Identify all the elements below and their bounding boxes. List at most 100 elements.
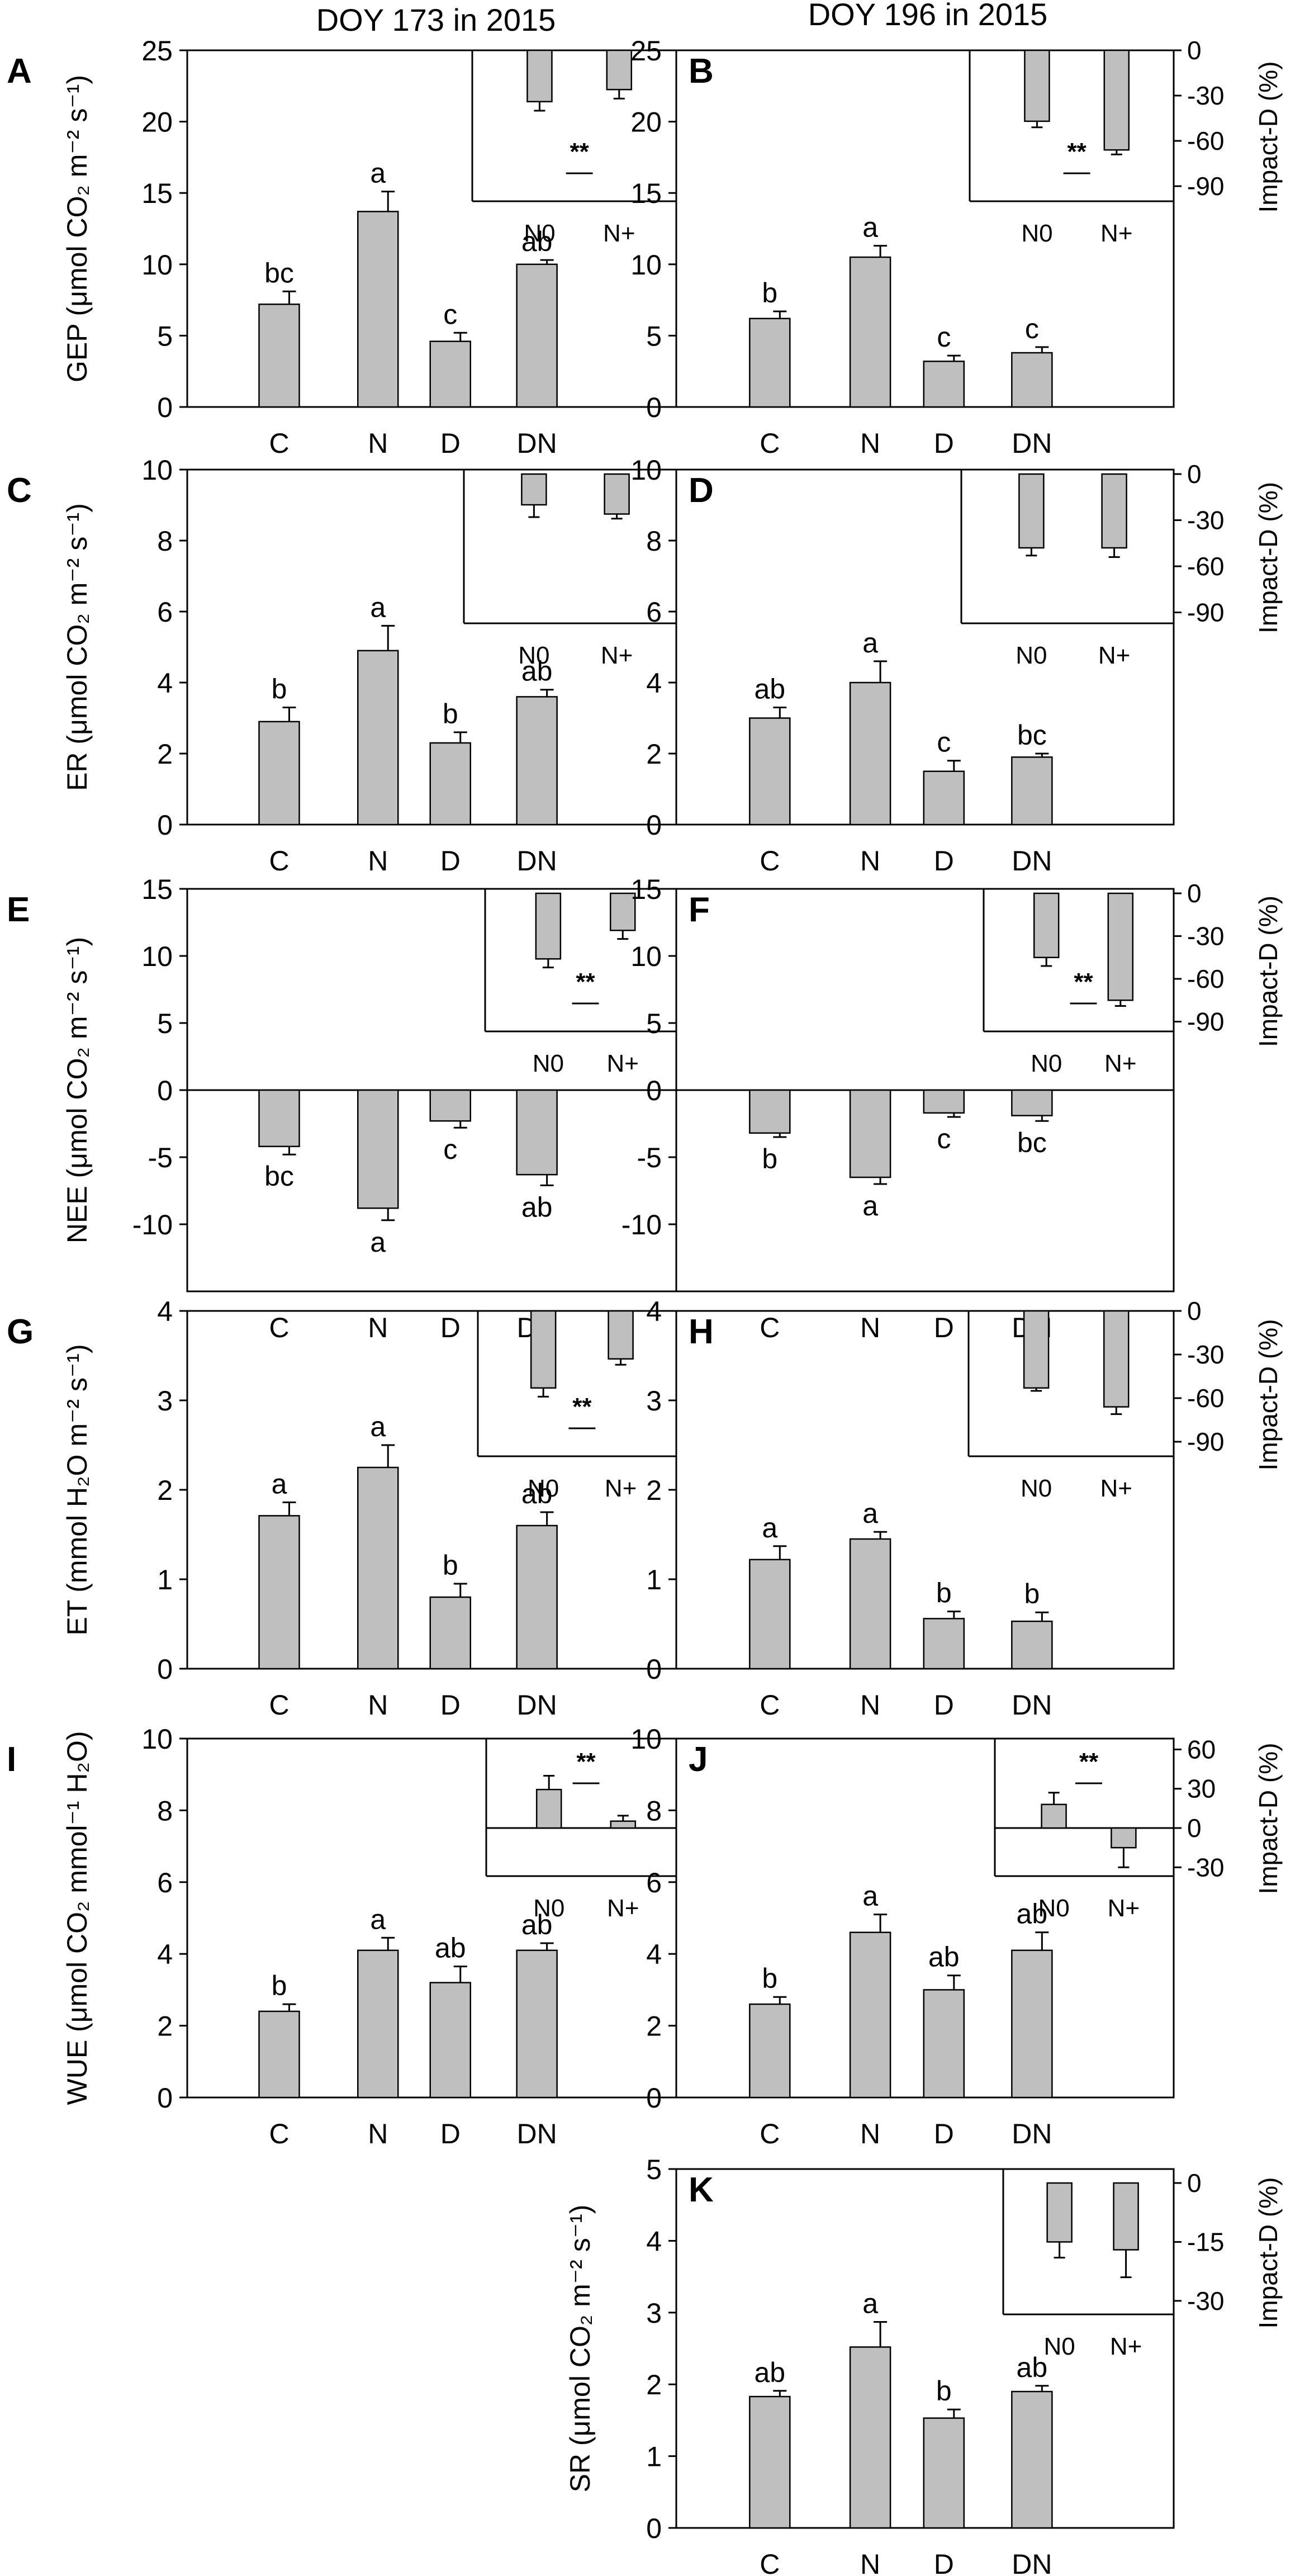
significance-letter: a [862,1190,878,1221]
significance-letter: a [370,591,386,623]
x-tick-label: N [368,1689,388,1721]
inset-y-axis-label: Impact-D (%) [1254,2177,1283,2329]
bar-c [258,721,300,826]
significance-letter: c [443,299,457,330]
bar-d [923,1989,965,2099]
significance-letter: ab [928,1942,960,1973]
bar-dn [1011,1620,1053,1670]
bar-d [429,340,471,408]
y-tick-label: 0 [157,2082,173,2114]
y-tick-label: 1 [646,2441,662,2473]
inset-bar-nplus [1103,49,1130,151]
x-tick-label: DN [517,428,557,459]
inset-y-tick-label: -30 [1187,2286,1224,2315]
inset-bar-n0 [1046,2182,1073,2243]
significance-letter: a [370,158,386,189]
bar-d [429,1089,471,1122]
inset-x-tick-label: N+ [1100,220,1132,247]
inset-y-tick-label: 0 [1187,1813,1202,1843]
panel-letter: D [689,471,714,510]
significance-letter: a [862,212,878,243]
inset-y-tick-label: 60 [1187,1735,1216,1764]
panel-a: A 0 5 10 15 20 25 GEP (μmol CO₂ m⁻² s⁻¹) bc Ca Nc D… [7,35,677,459]
significance-letter: c [1025,313,1039,344]
significance-letter: a [370,1903,386,1935]
inset-significance: ** [570,138,590,165]
panel-e: E -10 -5 0 5 10 15 NEE (μmol CO₂ m⁻² s⁻¹) bc Ca Nc… [7,874,677,1343]
inset-bar-n0 [535,892,562,960]
y-tick-label: 3 [646,2298,662,2329]
x-tick-label: D [934,1689,954,1721]
y-tick-label: 2 [157,738,173,770]
significance-letter: b [272,673,287,704]
inset-significance: ** [1079,1748,1099,1775]
y-tick-label: 0 [646,809,662,841]
inset-x-tick-label: N+ [1110,2333,1142,2360]
y-axis-label: NEE (μmol CO₂ m⁻² s⁻¹) [61,937,93,1243]
significance-letter: b [443,1550,458,1581]
inset-significance: ** [1074,968,1093,996]
bar-dn [516,263,558,408]
y-tick-label: 5 [646,1008,662,1039]
y-tick-label: 1 [646,1564,662,1595]
panel-c: C 0 2 4 6 8 10 ER (μmol CO₂ m⁻² s⁻¹) b Ca Nb Dab DN N… [7,454,677,877]
inset-b: N0 N+ ** 0 -30 -60 -90 Impact-D (%) [969,36,1283,247]
y-tick-label: 6 [157,1867,173,1898]
significance-letter: bc [1017,1127,1047,1158]
bar-dn [516,1524,558,1670]
bar-n [357,1089,399,1209]
inset-h: N0 N+ 0 -30 -60 -90 Impact-D (%) [967,1296,1283,1502]
panel-letter: H [689,1313,714,1351]
significance-letter: a [272,1468,287,1499]
y-tick-label: 8 [646,1795,662,1826]
bar-c [749,318,791,408]
y-tick-label: 0 [646,2082,662,2114]
inset-y-axis-label: Impact-D (%) [1254,61,1283,213]
panel-b: B 0 5 10 15 20 25 b Ca Nc Dc DN N0 N+ ** 0 -30 -60 -90 Impa… [630,35,1283,459]
x-tick-label: D [440,845,461,877]
x-tick-label: C [269,428,289,459]
inset-bar-nplus [1111,1827,1137,1849]
y-tick-label: 20 [141,107,173,138]
y-tick-label: 2 [646,2369,662,2400]
significance-letter: ab [521,1478,553,1509]
x-tick-label: D [934,1312,954,1343]
x-tick-label: D [440,428,461,459]
inset-bar-nplus [604,473,630,515]
inset-x-tick-label: N+ [1108,1895,1140,1922]
inset-i: N0 N+ ** [485,1739,676,1922]
y-tick-label: 3 [646,1385,662,1417]
y-tick-label: 4 [157,1939,173,1970]
inset-x-tick-label: N0 [533,1050,564,1077]
inset-a: N0 N+ ** [471,49,676,247]
panel-letter: C [7,471,32,510]
y-tick-label: 2 [646,2011,662,2042]
inset-g: N0 N+ ** [477,1310,676,1502]
y-tick-label: 10 [141,941,173,972]
inset-y-tick-label: -30 [1187,1853,1224,1882]
panel-k: K 0 1 2 3 4 5 SR (μmol CO₂ m⁻² s⁻¹) ab Ca Nb Dab DN N… [564,2154,1283,2576]
inset-bar-n0 [521,473,547,506]
inset-x-tick-label: N+ [1100,1475,1132,1502]
panel-j: J 0 2 4 6 8 10 b Ca Nab Dab DN N0 N+ ** 60 30 0 -30 Impact-… [630,1723,1283,2149]
bar-dn [516,1089,558,1176]
y-tick-label: -5 [637,1142,662,1173]
y-tick-label: 25 [141,35,173,67]
significance-letter: ab [521,1909,553,1940]
bar-n [357,650,399,826]
y-tick-label: 10 [141,249,173,281]
x-tick-label: C [760,2549,780,2576]
inset-f: N0 N+ ** 0 -30 -60 -90 Impact-D (%) [983,879,1283,1077]
inset-y-tick-label: -15 [1187,2227,1224,2256]
bar-n [357,1466,399,1670]
inset-bar-nplus [608,1310,634,1360]
inset-significance: ** [576,1748,596,1775]
inset-y-tick-label: 30 [1187,1774,1216,1803]
significance-letter: b [936,1578,952,1609]
significance-letter: a [862,627,878,659]
bar-d [429,1982,471,2099]
y-tick-label: -10 [621,1209,662,1240]
y-tick-label: 10 [630,1723,662,1755]
bar-dn [1011,1949,1053,2099]
